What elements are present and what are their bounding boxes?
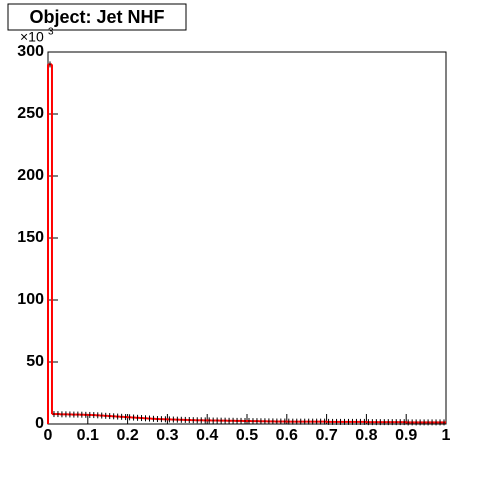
y-tick-label: 150 xyxy=(17,229,44,246)
x-tick-label: 0.6 xyxy=(276,427,298,444)
y-tick-label: 50 xyxy=(26,353,44,370)
x-tick-label: 0.1 xyxy=(77,427,99,444)
chart-title: Object: Jet NHF xyxy=(29,7,164,27)
x-tick-label: 0.9 xyxy=(395,427,417,444)
y-multiplier: ×10 xyxy=(20,29,44,45)
y-tick-label: 0 xyxy=(35,415,44,432)
x-tick-label: 0.2 xyxy=(116,427,138,444)
x-tick-label: 0.8 xyxy=(355,427,377,444)
x-tick-label: 0.7 xyxy=(315,427,337,444)
y-multiplier-exponent: 3 xyxy=(48,27,54,38)
x-tick-label: 1 xyxy=(442,427,451,444)
title-box xyxy=(7,3,187,31)
y-tick-label: 250 xyxy=(17,105,44,122)
x-tick-label: 0.3 xyxy=(156,427,178,444)
x-tick-label: 0.5 xyxy=(236,427,258,444)
y-tick-label: 200 xyxy=(17,167,44,184)
y-tick-label: 300 xyxy=(17,43,44,60)
y-tick-label: 100 xyxy=(17,291,44,308)
x-tick-label: 0.4 xyxy=(196,427,218,444)
x-tick-label: 0 xyxy=(44,427,53,444)
